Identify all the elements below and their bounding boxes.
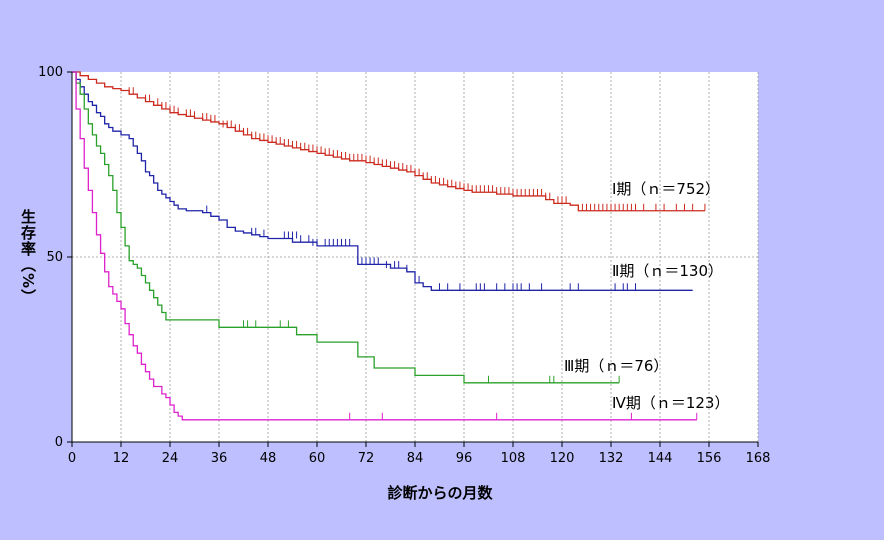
- x-tick-label: 168: [746, 451, 771, 466]
- series-group-2: [72, 71, 693, 291]
- y-tick-label: 0: [55, 435, 63, 450]
- x-tick-label: 120: [550, 451, 575, 466]
- x-tick-label: 132: [599, 451, 624, 466]
- series-label-stage1: Ⅰ期（ｎ＝752）: [612, 180, 720, 198]
- x-tick-label: 108: [501, 451, 526, 466]
- grid-lines: [72, 72, 759, 442]
- x-tick-label: 60: [309, 451, 326, 466]
- series-layer: [72, 71, 706, 421]
- series-label-stage3: Ⅲ期（ｎ＝76）: [564, 357, 668, 375]
- series-group-3: [72, 71, 620, 384]
- series-label-stage2: Ⅱ期（ｎ＝130）: [612, 262, 723, 280]
- y-axis-label: 生存率（%）: [19, 208, 37, 305]
- x-tick-label: 96: [456, 451, 473, 466]
- x-tick-label: 24: [162, 451, 179, 466]
- series-group-4: [72, 71, 698, 421]
- y-tick-label: 50: [46, 250, 63, 265]
- axes: 0 12 24 36 48 60 72 84 96 108 120 132 144 156 168 0 50 10…: [38, 65, 770, 466]
- x-tick-label: 72: [358, 451, 375, 466]
- x-tick-label: 36: [211, 451, 228, 466]
- x-tick-label: 156: [697, 451, 722, 466]
- series-label-stage4: Ⅳ期（ｎ＝123）: [612, 394, 729, 412]
- series-group-1: [72, 71, 706, 212]
- y-tick-label: 100: [38, 65, 63, 80]
- x-tick-label: 48: [260, 451, 277, 466]
- x-tick-label: 144: [648, 451, 673, 466]
- x-axis-label: 診断からの月数: [387, 484, 493, 502]
- survival-curve-3: [72, 71, 620, 384]
- x-tick-label: 0: [68, 451, 76, 466]
- survival-curve-2: [72, 71, 693, 291]
- x-tick-label: 12: [113, 451, 130, 466]
- x-tick-label: 84: [407, 451, 424, 466]
- survival-curve-4: [72, 71, 697, 421]
